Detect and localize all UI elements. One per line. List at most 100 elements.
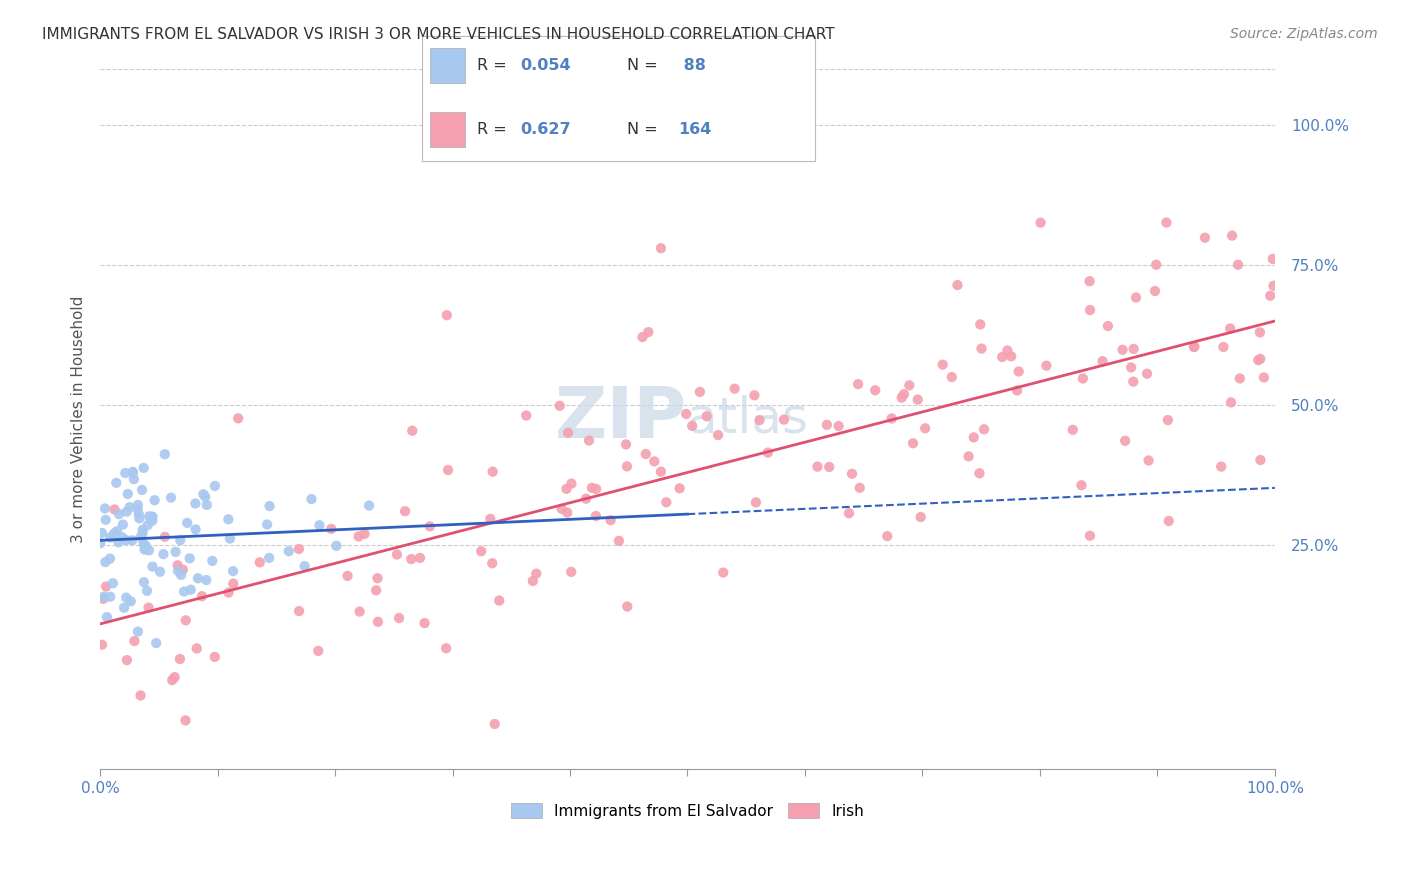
Point xyxy=(946,278,969,293)
Point xyxy=(1261,252,1284,266)
Point xyxy=(585,508,607,523)
Point xyxy=(194,490,217,504)
Point xyxy=(1143,284,1166,298)
Point xyxy=(581,481,603,495)
Point xyxy=(134,541,156,555)
Point xyxy=(1121,360,1143,375)
Point xyxy=(1070,478,1092,492)
Point xyxy=(599,513,621,527)
Point xyxy=(94,555,117,569)
Point xyxy=(634,447,657,461)
Point xyxy=(995,343,1018,358)
Point xyxy=(1227,258,1250,272)
Point xyxy=(1005,384,1028,398)
Point xyxy=(696,409,718,424)
Point xyxy=(1008,364,1031,378)
Point xyxy=(745,495,768,509)
Point xyxy=(359,499,381,513)
Point xyxy=(1220,228,1243,243)
Point xyxy=(1111,343,1133,357)
Point xyxy=(650,465,672,479)
Point xyxy=(103,502,125,516)
Point xyxy=(153,530,176,544)
Point xyxy=(557,425,579,440)
Point xyxy=(94,580,117,594)
Point xyxy=(129,689,152,703)
Point xyxy=(141,509,163,524)
Point xyxy=(841,467,863,481)
Point xyxy=(901,436,924,450)
Point xyxy=(756,445,779,459)
Point xyxy=(180,582,202,597)
Point xyxy=(115,533,138,548)
Point xyxy=(141,514,163,528)
Point xyxy=(555,506,578,520)
Point xyxy=(179,551,201,566)
Point xyxy=(1078,274,1101,288)
Point xyxy=(524,566,547,581)
Point xyxy=(308,518,330,533)
Point xyxy=(1263,278,1285,293)
Point xyxy=(169,652,191,666)
Point xyxy=(257,550,280,565)
Point xyxy=(1078,529,1101,543)
Text: 164: 164 xyxy=(678,122,711,137)
Point xyxy=(689,384,711,399)
Point xyxy=(1253,370,1275,384)
Point xyxy=(515,409,537,423)
Point xyxy=(141,559,163,574)
Point xyxy=(1194,230,1216,244)
Point xyxy=(336,569,359,583)
Text: R =: R = xyxy=(477,122,512,137)
Point xyxy=(401,424,423,438)
Point xyxy=(91,638,114,652)
Point xyxy=(101,576,124,591)
Point xyxy=(124,634,146,648)
Point xyxy=(117,487,139,501)
Point xyxy=(616,599,638,614)
Point xyxy=(1157,514,1180,528)
Point xyxy=(818,459,841,474)
Point xyxy=(1229,371,1251,385)
Point xyxy=(969,318,991,332)
Point xyxy=(111,530,134,544)
Point xyxy=(94,513,117,527)
Point xyxy=(103,526,125,541)
Point xyxy=(1157,413,1180,427)
Point xyxy=(127,502,149,516)
Point xyxy=(555,482,578,496)
Point xyxy=(325,539,347,553)
Point xyxy=(957,450,980,464)
Point xyxy=(1122,375,1144,389)
Point xyxy=(643,454,665,468)
Point xyxy=(607,533,630,548)
Point xyxy=(413,616,436,631)
Point xyxy=(1035,359,1057,373)
Point xyxy=(806,459,828,474)
Point xyxy=(301,492,323,507)
Point xyxy=(1114,434,1136,448)
Point xyxy=(115,505,138,519)
Point xyxy=(585,482,607,496)
Point xyxy=(366,583,388,598)
Point xyxy=(93,590,115,604)
Point xyxy=(222,564,245,578)
Point xyxy=(174,613,197,627)
Point xyxy=(575,491,598,506)
Point xyxy=(1249,351,1271,366)
Point xyxy=(711,566,734,580)
Point xyxy=(160,673,183,687)
Point xyxy=(991,350,1014,364)
Point xyxy=(1219,321,1241,335)
Point xyxy=(249,555,271,569)
Point xyxy=(173,584,195,599)
Point xyxy=(1156,215,1178,229)
Text: ZIP: ZIP xyxy=(555,384,688,453)
Point xyxy=(122,466,145,480)
Point xyxy=(675,407,697,421)
Point xyxy=(1144,258,1167,272)
Point xyxy=(419,519,441,533)
Point xyxy=(138,543,160,558)
Point xyxy=(98,551,121,566)
Point xyxy=(1220,395,1243,409)
